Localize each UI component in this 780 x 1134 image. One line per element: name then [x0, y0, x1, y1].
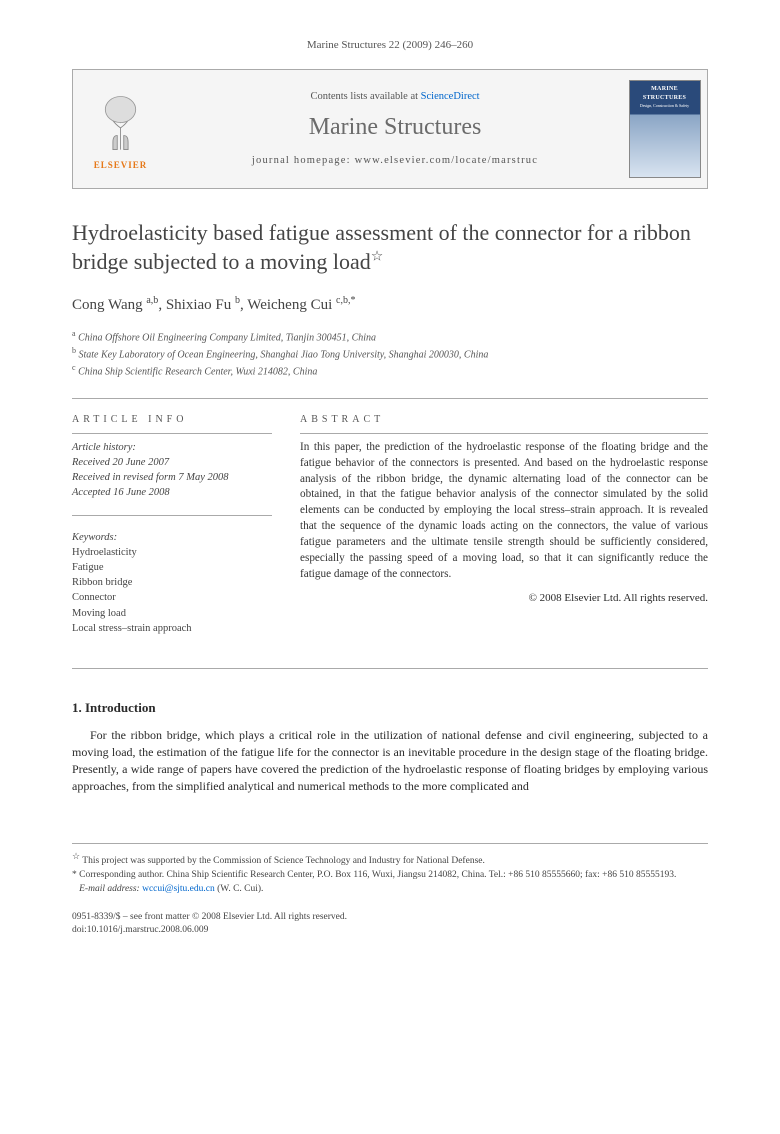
affiliation-b: b State Key Laboratory of Ocean Engineer… [72, 345, 708, 362]
history-revised: Received in revised form 7 May 2008 [72, 470, 272, 485]
article-history: Article history: Received 20 June 2007 R… [72, 440, 272, 501]
article-title: Hydroelasticity based fatigue assessment… [72, 219, 708, 275]
author-2-sup: b [235, 295, 240, 306]
journal-name: Marine Structures [176, 111, 614, 145]
keyword-3: Ribbon bridge [72, 575, 272, 590]
section-1-heading: 1. Introduction [72, 699, 708, 717]
sciencedirect-link[interactable]: ScienceDirect [421, 91, 480, 102]
cover-title: MARINE STRUCTURES [630, 85, 700, 102]
author-3-sup: c,b,* [336, 295, 355, 306]
divider-top [72, 398, 708, 399]
issn-line: 0951-8339/$ – see front matter © 2008 El… [72, 911, 708, 924]
info-abstract-columns: ARTICLE INFO Article history: Received 2… [72, 405, 708, 636]
footnote-star-icon: ☆ [72, 851, 80, 861]
aff-b-text: State Key Laboratory of Ocean Engineerin… [79, 349, 489, 360]
author-2: Shixiao Fu b [166, 297, 240, 313]
abstract-text: In this paper, the prediction of the hyd… [300, 440, 708, 583]
homepage-label: journal homepage: [252, 155, 355, 166]
footnote-email: E-mail address: wccui@sjtu.edu.cn (W. C.… [72, 883, 708, 897]
corresponding-email-link[interactable]: wccui@sjtu.edu.cn [142, 884, 215, 894]
author-3-name: Weicheng Cui [247, 297, 332, 313]
journal-reference: Marine Structures 22 (2009) 246–260 [72, 38, 708, 53]
footnote-project: ☆ This project was supported by the Comm… [72, 850, 708, 869]
header-center: Contents lists available at ScienceDirec… [168, 70, 622, 188]
author-list: Cong Wang a,b, Shixiao Fu b, Weicheng Cu… [72, 294, 708, 316]
title-text: Hydroelasticity based fatigue assessment… [72, 220, 691, 273]
article-info-column: ARTICLE INFO Article history: Received 2… [72, 405, 272, 636]
contents-available-line: Contents lists available at ScienceDirec… [176, 90, 614, 105]
abstract-rule [300, 433, 708, 434]
abstract-column: ABSTRACT In this paper, the prediction o… [300, 405, 708, 636]
author-1-name: Cong Wang [72, 297, 143, 313]
divider-bottom [72, 668, 708, 669]
journal-header-box: ELSEVIER Contents lists available at Sci… [72, 69, 708, 189]
email-label: E-mail address: [79, 884, 140, 894]
keyword-2: Fatigue [72, 560, 272, 575]
history-label: Article history: [72, 440, 272, 455]
affiliation-a: a China Offshore Oil Engineering Company… [72, 328, 708, 345]
footnote-corresponding: * Corresponding author. China Ship Scien… [72, 869, 708, 883]
info-rule-2 [72, 515, 272, 516]
keywords-label: Keywords: [72, 530, 272, 545]
affiliations: a China Offshore Oil Engineering Company… [72, 328, 708, 380]
author-1: Cong Wang a,b [72, 297, 158, 313]
doi-line: doi:10.1016/j.marstruc.2008.06.009 [72, 924, 708, 937]
abstract-heading: ABSTRACT [300, 413, 708, 427]
author-1-sup: a,b [146, 295, 158, 306]
author-2-name: Shixiao Fu [166, 297, 231, 313]
footnote-project-text: This project was supported by the Commis… [82, 857, 485, 867]
affiliation-c: c China Ship Scientific Research Center,… [72, 362, 708, 379]
keyword-4: Connector [72, 590, 272, 605]
keyword-1: Hydroelasticity [72, 545, 272, 560]
elsevier-logo: ELSEVIER [73, 70, 168, 188]
aff-c-text: China Ship Scientific Research Center, W… [78, 367, 317, 378]
footnotes: ☆ This project was supported by the Comm… [72, 843, 708, 896]
history-received: Received 20 June 2007 [72, 455, 272, 470]
page-footer: 0951-8339/$ – see front matter © 2008 El… [72, 911, 708, 938]
contents-prefix: Contents lists available at [310, 91, 420, 102]
aff-a-key: a [72, 329, 76, 338]
cover-image: MARINE STRUCTURES Design, Construction &… [629, 80, 701, 178]
aff-a-text: China Offshore Oil Engineering Company L… [78, 332, 376, 343]
elsevier-tree-icon [91, 87, 151, 157]
article-info-heading: ARTICLE INFO [72, 413, 272, 427]
journal-cover-thumb: MARINE STRUCTURES Design, Construction &… [622, 70, 707, 188]
aff-c-key: c [72, 363, 76, 372]
keyword-6: Local stress–strain approach [72, 621, 272, 636]
footnote-corresponding-text: Corresponding author. China Ship Scienti… [79, 870, 676, 880]
keywords-block: Keywords: Hydroelasticity Fatigue Ribbon… [72, 530, 272, 637]
journal-homepage: journal homepage: www.elsevier.com/locat… [176, 153, 614, 169]
intro-paragraph: For the ribbon bridge, which plays a cri… [72, 727, 708, 795]
author-3: Weicheng Cui c,b,* [247, 297, 355, 313]
history-accepted: Accepted 16 June 2008 [72, 485, 272, 500]
cover-subtitle: Design, Construction & Safety [630, 103, 700, 109]
keyword-5: Moving load [72, 606, 272, 621]
title-footnote-symbol: ☆ [371, 249, 384, 264]
aff-b-key: b [72, 346, 76, 355]
email-name: (W. C. Cui). [217, 884, 263, 894]
elsevier-wordmark: ELSEVIER [94, 159, 148, 172]
abstract-copyright: © 2008 Elsevier Ltd. All rights reserved… [300, 591, 708, 606]
info-rule [72, 433, 272, 434]
homepage-url: www.elsevier.com/locate/marstruc [355, 155, 539, 166]
